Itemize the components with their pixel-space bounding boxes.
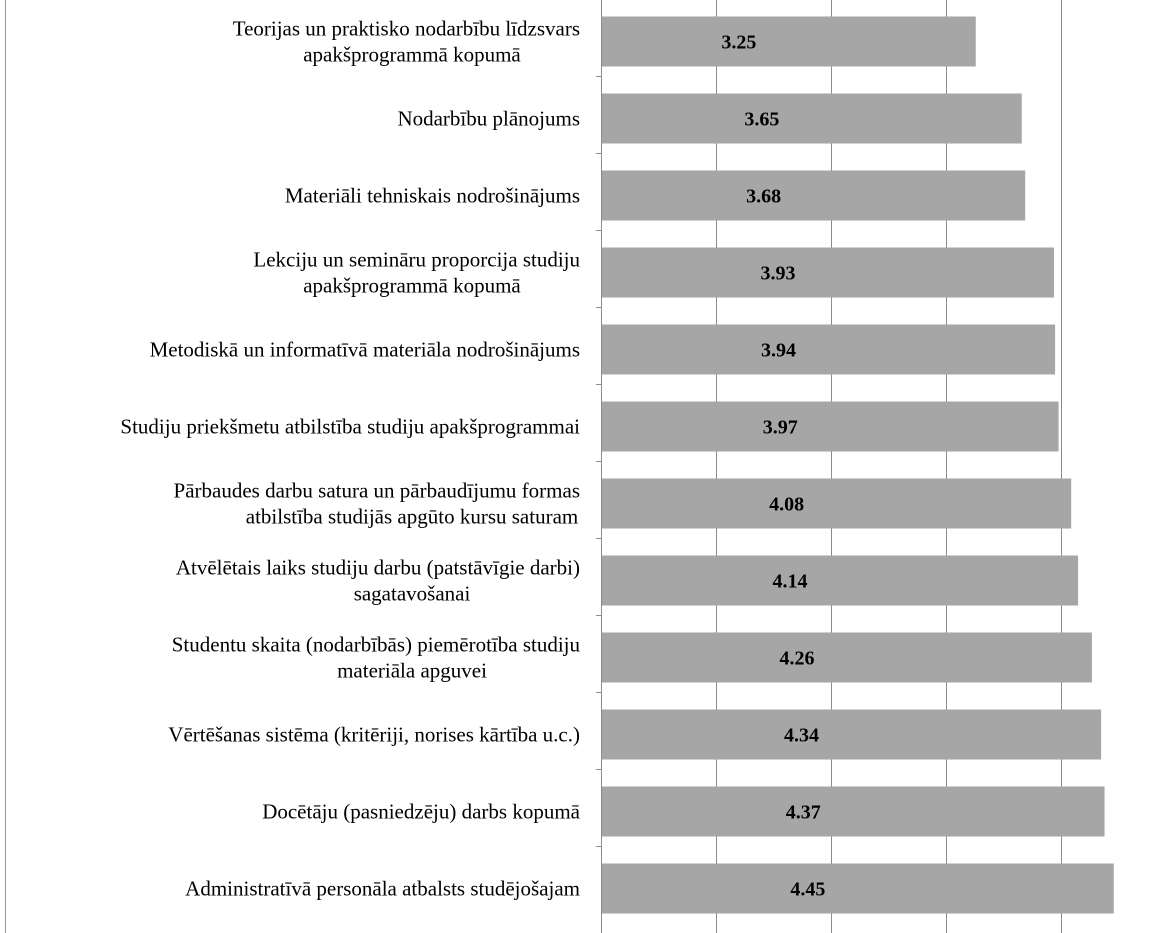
data-label: 4.14 — [773, 571, 808, 593]
category-label-line: sagatavošanai — [354, 582, 471, 606]
category-label-line: apakšprogrammā kopumā — [303, 43, 521, 67]
data-label: 4.37 — [786, 802, 821, 824]
data-label: 3.93 — [760, 263, 795, 285]
data-label: 4.08 — [769, 494, 804, 516]
bar — [602, 16, 976, 67]
category-label-line: Docētāju (pasniedzēju) darbs kopumā — [262, 800, 580, 824]
category-label: Atvēlētais laiks studiju darbu (patstāvī… — [176, 556, 580, 606]
bar — [602, 863, 1114, 914]
category-label: Studentu skaita (nodarbībās) piemērotība… — [172, 633, 581, 683]
data-label: 4.26 — [779, 648, 814, 670]
gridlines — [601, 0, 1062, 933]
category-label: Materiāli tehniskais nodrošinājums — [285, 184, 580, 208]
bar — [602, 786, 1105, 837]
bar — [602, 247, 1054, 298]
bar — [602, 93, 1022, 144]
data-label: 3.94 — [761, 340, 796, 362]
category-label: Metodiskā un informatīvā materiāla nodro… — [150, 338, 580, 362]
category-label-line: Vērtēšanas sistēma (kritēriji, norises k… — [168, 723, 580, 747]
category-label: Nodarbību plānojums — [397, 107, 580, 131]
category-label-line: Teorijas un praktisko nodarbību līdzsvar… — [233, 17, 580, 41]
category-label: Pārbaudes darbu satura un pārbaudījumu f… — [174, 479, 580, 529]
bar — [602, 478, 1072, 529]
category-label-line: Atvēlētais laiks studiju darbu (patstāvī… — [176, 556, 580, 580]
category-label: Lekciju un semināru proporcija studiju ap… — [253, 248, 580, 298]
data-label: 3.65 — [744, 109, 779, 131]
data-label: 3.68 — [746, 186, 781, 208]
bar — [602, 170, 1026, 221]
bar — [602, 632, 1092, 683]
data-label: 4.34 — [784, 725, 819, 747]
bar — [602, 555, 1079, 606]
bar — [602, 401, 1059, 452]
category-label-line: apakšprogrammā kopumā — [303, 274, 521, 298]
category-label: Studiju priekšmetu atbilstība studiju ap… — [120, 415, 580, 439]
category-label-line: Nodarbību plānojums — [397, 107, 580, 131]
data-label: 3.25 — [721, 32, 756, 54]
bar — [602, 324, 1056, 375]
category-label: Vērtēšanas sistēma (kritēriji, norises k… — [168, 723, 580, 747]
category-axis-ticks — [596, 76, 602, 847]
category-label: Teorijas un praktisko nodarbību līdzsvar… — [233, 17, 580, 67]
category-label-line: Administratīvā personāla atbalsts studēj… — [185, 877, 580, 901]
category-label: Docētāju (pasniedzēju) darbs kopumā — [262, 800, 580, 824]
category-label-line: Studiju priekšmetu atbilstība studiju ap… — [120, 415, 580, 439]
data-label: 3.97 — [763, 417, 798, 439]
category-label-line: atbilstība studijās apgūto kursu saturam — [246, 505, 578, 529]
bar — [602, 709, 1102, 760]
category-label-line: Metodiskā un informatīvā materiāla nodro… — [150, 338, 580, 362]
category-label: Administratīvā personāla atbalsts studēj… — [185, 877, 580, 901]
category-label-line: materiāla apguvei — [337, 659, 487, 683]
category-label-line: Pārbaudes darbu satura un pārbaudījumu f… — [174, 479, 580, 503]
category-label-line: Materiāli tehniskais nodrošinājums — [285, 184, 580, 208]
category-label-line: Studentu skaita (nodarbībās) piemērotība… — [172, 633, 581, 657]
category-label-line: Lekciju un semināru proporcija studiju — [253, 248, 580, 272]
frame-border — [5, 0, 6, 933]
data-label: 4.45 — [790, 879, 825, 901]
